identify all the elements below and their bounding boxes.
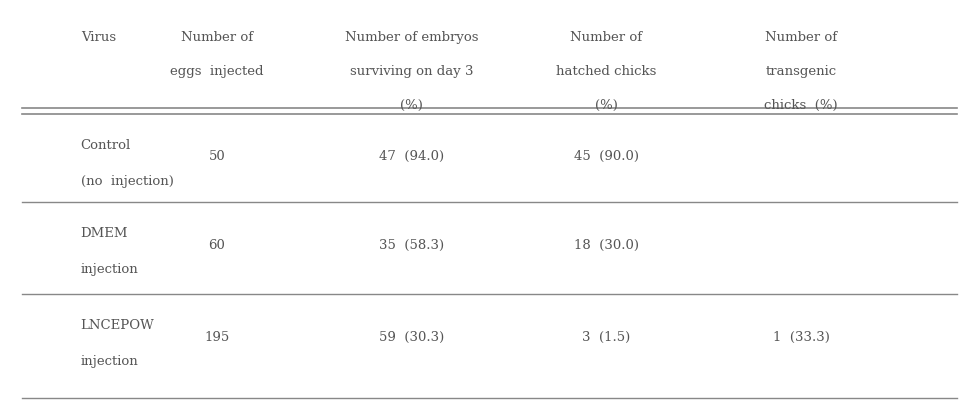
Text: hatched chicks: hatched chicks (556, 65, 656, 78)
Text: eggs  injected: eggs injected (170, 65, 263, 78)
Text: surviving on day 3: surviving on day 3 (349, 65, 473, 78)
Text: Control: Control (80, 139, 131, 151)
Text: Number of: Number of (764, 31, 836, 44)
Text: injection: injection (80, 354, 138, 367)
Text: 1  (33.3): 1 (33.3) (772, 330, 828, 343)
Text: (%): (%) (400, 99, 422, 112)
Text: chicks  (%): chicks (%) (764, 99, 837, 112)
Text: transgenic: transgenic (765, 65, 836, 78)
Text: Number of: Number of (569, 31, 642, 44)
Text: 60: 60 (208, 238, 225, 251)
Text: Virus: Virus (80, 31, 115, 44)
Text: Number of: Number of (181, 31, 252, 44)
Text: injection: injection (80, 262, 138, 275)
Text: DMEM: DMEM (80, 226, 128, 239)
Text: 35  (58.3): 35 (58.3) (378, 238, 444, 251)
Text: 3  (1.5): 3 (1.5) (582, 330, 630, 343)
Text: (%): (%) (595, 99, 617, 112)
Text: 50: 50 (208, 150, 225, 163)
Text: 18  (30.0): 18 (30.0) (573, 238, 639, 251)
Text: 45  (90.0): 45 (90.0) (573, 150, 639, 163)
Text: 195: 195 (204, 330, 229, 343)
Text: 59  (30.3): 59 (30.3) (378, 330, 444, 343)
Text: LNCEPOW: LNCEPOW (80, 318, 155, 331)
Text: 47  (94.0): 47 (94.0) (378, 150, 444, 163)
Text: (no  injection): (no injection) (80, 175, 173, 188)
Text: Number of embryos: Number of embryos (344, 31, 478, 44)
